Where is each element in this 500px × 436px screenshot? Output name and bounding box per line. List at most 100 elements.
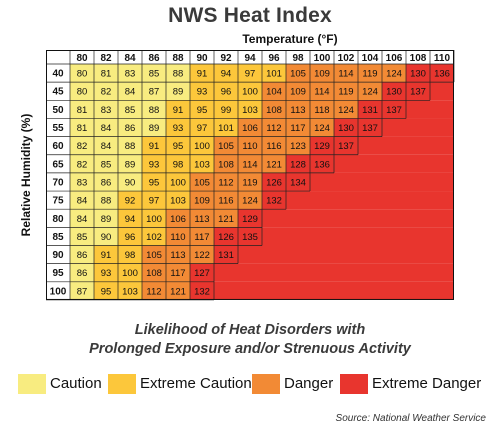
- heat-cell: [382, 281, 406, 300]
- heat-cell-value: 116: [218, 196, 233, 207]
- heat-cell: [382, 82, 406, 101]
- heat-cell: [166, 118, 190, 137]
- heat-cell: [238, 191, 262, 210]
- heat-cell: [166, 154, 190, 173]
- heat-cell: [406, 191, 430, 210]
- legend-swatch-caution: [18, 374, 46, 394]
- heat-cell-value: 114: [242, 159, 257, 170]
- heat-cell: [238, 281, 262, 300]
- heat-cell: [142, 245, 166, 264]
- heat-cell-value: 131: [362, 105, 378, 116]
- heat-cell-value: 129: [314, 141, 330, 152]
- heat-cell: [118, 64, 142, 83]
- heat-cell: [70, 64, 94, 83]
- heat-cell: [358, 245, 382, 264]
- heat-cell: [262, 118, 286, 137]
- heat-cell: [262, 263, 286, 282]
- heat-cell-value: 108: [146, 268, 162, 279]
- heat-cell-value: 136: [434, 69, 450, 80]
- heat-cell: [262, 82, 286, 101]
- heat-cell: [430, 191, 454, 210]
- heat-cell-value: 121: [266, 159, 282, 170]
- heat-cell: [142, 82, 166, 101]
- heat-cell: [214, 191, 238, 210]
- x-tick-label: 102: [338, 53, 355, 64]
- heat-cell-value: 122: [194, 250, 210, 261]
- heat-cell: [94, 136, 118, 155]
- heat-cell-value: 81: [101, 69, 112, 80]
- heat-cell: [238, 136, 262, 155]
- heat-cell-value: 109: [290, 87, 306, 98]
- heat-cell: [310, 172, 334, 192]
- x-tick-label: 100: [314, 53, 331, 64]
- heat-cell-value: 81: [77, 123, 88, 134]
- heat-cell: [238, 82, 262, 101]
- heat-cell-value: 118: [314, 105, 329, 116]
- heat-cell: [94, 118, 118, 137]
- heat-cell-value: 85: [125, 105, 136, 116]
- heat-cell: [214, 136, 238, 155]
- heat-cell-value: 137: [410, 87, 426, 98]
- y-tick-label: 95: [52, 268, 64, 279]
- chart-title: NWS Heat Index: [168, 4, 332, 27]
- heat-cell: [214, 82, 238, 101]
- heat-cell: [406, 64, 430, 83]
- heat-cell-value: 90: [125, 177, 136, 188]
- heat-cell: [214, 172, 238, 192]
- heat-cell: [310, 136, 334, 155]
- heat-cell-value: 82: [101, 87, 112, 98]
- heat-cell: [262, 245, 286, 264]
- caption-line-2: Prolonged Exposure and/or Strenuous Acti…: [89, 341, 411, 357]
- heat-cell-value: 100: [122, 268, 138, 279]
- heat-cell: [190, 281, 214, 300]
- heat-cell: [310, 64, 334, 83]
- heat-cell-value: 114: [314, 87, 329, 98]
- heat-cell: [190, 118, 214, 137]
- y-tick-label: 85: [52, 232, 64, 243]
- heat-cell: [406, 245, 430, 264]
- heat-cell: [310, 82, 334, 101]
- heat-cell: [70, 227, 94, 246]
- heat-cell: [358, 209, 382, 228]
- heat-cell-value: 83: [125, 69, 136, 80]
- heat-cell: [310, 154, 334, 173]
- heat-cell: [286, 191, 310, 210]
- heat-cell-value: 119: [362, 69, 377, 80]
- heat-cell: [262, 64, 286, 83]
- heat-cell: [262, 154, 286, 173]
- heat-cell: [430, 154, 454, 173]
- heat-cell-value: 124: [386, 69, 402, 80]
- heat-cell-value: 126: [266, 177, 282, 188]
- heat-cell: [310, 118, 334, 137]
- heat-cell-value: 101: [218, 123, 234, 134]
- heat-cell: [310, 100, 334, 119]
- heat-cell: [142, 263, 166, 282]
- heat-cell: [382, 245, 406, 264]
- heat-cell: [310, 227, 334, 246]
- heat-cell-value: 117: [194, 232, 209, 243]
- heat-cell-value: 83: [77, 177, 88, 188]
- heat-cell-value: 103: [242, 105, 258, 116]
- legend-label-caution: Caution: [50, 375, 102, 392]
- heat-cell-value: 88: [173, 69, 184, 80]
- heat-cell-value: 104: [266, 87, 282, 98]
- heat-cell-value: 91: [197, 69, 208, 80]
- heat-cell-value: 93: [149, 159, 160, 170]
- heat-cell: [286, 118, 310, 137]
- heat-cell-value: 121: [170, 286, 186, 297]
- heat-cell: [430, 245, 454, 264]
- heat-cell: [70, 245, 94, 264]
- heat-cell-value: 86: [125, 123, 136, 134]
- heat-cell: [358, 263, 382, 282]
- caption-line-1: Likelihood of Heat Disorders with: [134, 322, 366, 338]
- heat-cell: [70, 154, 94, 173]
- heat-cell-value: 89: [149, 123, 160, 134]
- heat-cell: [334, 245, 358, 264]
- heat-cell: [94, 263, 118, 282]
- heat-cell: [382, 100, 406, 119]
- heat-cell-value: 88: [101, 196, 112, 207]
- heat-cell: [286, 172, 310, 192]
- heat-cell-value: 105: [146, 250, 162, 261]
- humidity-column-bg: [46, 50, 70, 300]
- heat-cell: [334, 263, 358, 282]
